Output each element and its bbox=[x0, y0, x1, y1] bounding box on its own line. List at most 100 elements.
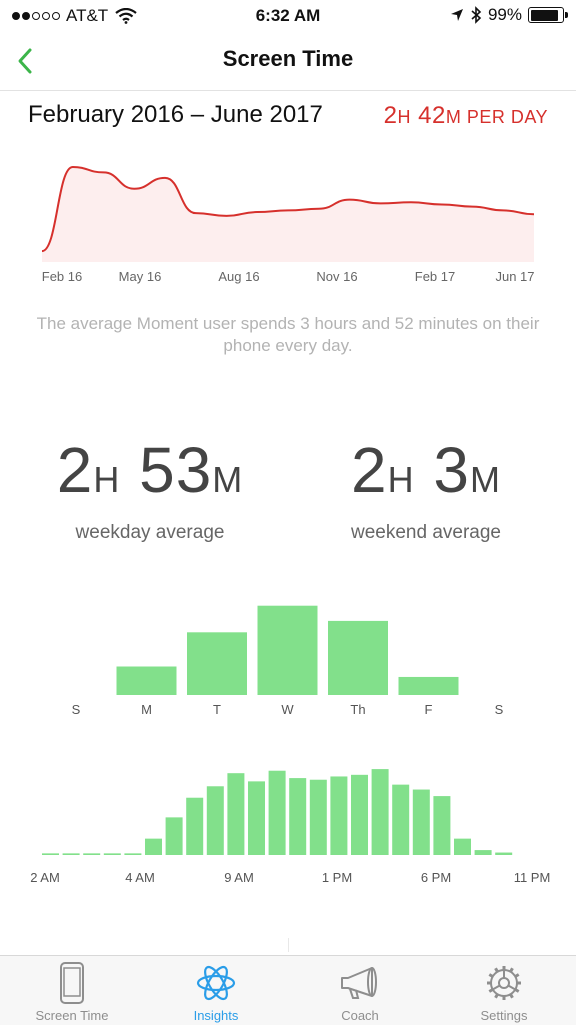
hour-bar bbox=[42, 853, 59, 855]
gear-tooth bbox=[488, 988, 494, 993]
tab-screen-time-label: Screen Time bbox=[35, 1008, 109, 1023]
carrier: AT&T bbox=[12, 6, 137, 26]
weekday-label: M bbox=[141, 702, 152, 717]
hour-bar bbox=[103, 853, 121, 855]
status-bar: AT&T 6:32 AM 99% bbox=[0, 0, 576, 32]
weekday-bar bbox=[187, 632, 247, 695]
date-range: February 2016 – June 2017 bbox=[28, 101, 323, 128]
weekday-hours: 2 bbox=[56, 434, 94, 506]
hour-tick-label: 9 AM bbox=[224, 870, 254, 885]
weekday-label: S bbox=[495, 702, 504, 717]
per-day-average: 2H 42M PER DAY bbox=[384, 102, 548, 130]
hour-tick-label: 2 AM bbox=[30, 870, 60, 885]
weekend-minutes-unit: M bbox=[469, 459, 501, 500]
gear-tooth bbox=[494, 967, 499, 973]
tab-settings[interactable]: Settings bbox=[432, 956, 576, 1025]
hour-bar bbox=[412, 789, 430, 855]
per-day-minutes-unit: M bbox=[445, 107, 462, 127]
x-tick-label: Feb 16 bbox=[42, 269, 82, 284]
battery-percent: 99% bbox=[487, 5, 522, 24]
gear-tooth bbox=[494, 993, 499, 999]
tab-settings-label: Settings bbox=[480, 1008, 528, 1023]
hour-bar bbox=[145, 838, 162, 855]
hour-bar bbox=[474, 850, 492, 855]
weekday-label: S bbox=[72, 702, 81, 717]
per-day-hours-unit: H bbox=[397, 107, 411, 127]
hour-bar bbox=[62, 853, 80, 855]
battery-icon bbox=[528, 7, 568, 23]
tab-insights-label: Insights bbox=[193, 1008, 239, 1023]
wifi-icon bbox=[115, 8, 137, 24]
hour-bar bbox=[206, 786, 224, 855]
x-tick-label: Feb 17 bbox=[415, 269, 455, 284]
weekday-average-value: 2H 53M bbox=[6, 430, 294, 520]
tab-coach[interactable]: Coach bbox=[288, 956, 432, 1025]
hour-bar bbox=[248, 781, 265, 855]
hour-bar bbox=[289, 778, 307, 855]
x-tick-label: Aug 16 bbox=[218, 269, 259, 284]
weekend-average-value: 2H 3M bbox=[282, 430, 570, 520]
carrier-label: AT&T bbox=[66, 6, 109, 25]
hour-bar bbox=[433, 796, 451, 855]
tab-bar: Screen Time Insights Coach Settings bbox=[0, 955, 576, 1025]
hour-bar bbox=[309, 779, 327, 855]
back-button[interactable] bbox=[10, 40, 46, 80]
hour-bar bbox=[454, 838, 471, 855]
usage-trend-chart: Feb 16 May 16 Aug 16 Nov 16 Feb 17 Jun 17 bbox=[41, 165, 535, 284]
location-icon bbox=[450, 9, 463, 21]
hour-bar bbox=[165, 817, 183, 855]
hour-bar bbox=[371, 769, 389, 855]
weekend-average-stat: 2H 3M weekend average bbox=[282, 430, 570, 544]
hour-bar bbox=[392, 784, 410, 855]
tab-insights[interactable]: Insights bbox=[144, 956, 288, 1025]
weekday-minutes-unit: M bbox=[212, 459, 244, 500]
signal-icon bbox=[12, 12, 60, 20]
x-tick-label: Jun 17 bbox=[495, 269, 534, 284]
weekday-average-label: weekday average bbox=[75, 522, 225, 543]
phone-icon bbox=[60, 962, 84, 1004]
hour-tick-label: 6 PM bbox=[421, 870, 451, 885]
weekday-label: F bbox=[425, 702, 433, 717]
x-tick-label: May 16 bbox=[119, 269, 162, 284]
nav-bar: Screen Time bbox=[0, 32, 576, 91]
weekday-label: T bbox=[213, 702, 221, 717]
trend-area bbox=[42, 167, 534, 262]
gear-tooth bbox=[514, 973, 520, 978]
weekday-bar bbox=[398, 676, 459, 695]
hourly-bar-chart: 2 AM 4 AM 9 AM 1 PM 6 PM 11 PM bbox=[30, 769, 551, 885]
weekend-minutes: 3 bbox=[414, 434, 470, 506]
weekend-hours-unit: H bbox=[387, 459, 415, 500]
average-user-note: The average Moment user spends 3 hours a… bbox=[36, 314, 540, 355]
hour-bar bbox=[351, 774, 368, 855]
status-right: 99% bbox=[450, 5, 568, 25]
gear-tooth bbox=[509, 993, 514, 999]
gear-icon bbox=[487, 966, 521, 1000]
hour-tick-label: 11 PM bbox=[514, 870, 551, 885]
chevron-left-icon bbox=[18, 48, 32, 74]
tab-coach-label: Coach bbox=[341, 1008, 379, 1023]
hour-bar bbox=[330, 776, 348, 855]
weekend-average-label: weekend average bbox=[351, 522, 501, 543]
bluetooth-icon bbox=[471, 6, 482, 24]
weekday-label: Th bbox=[350, 702, 365, 717]
hour-bar bbox=[268, 770, 286, 855]
weekday-minutes: 53 bbox=[120, 434, 213, 506]
weekday-label: W bbox=[281, 702, 294, 717]
weekday-hours-unit: H bbox=[93, 459, 121, 500]
per-day-minutes: 42 bbox=[410, 102, 446, 129]
hour-bar bbox=[186, 797, 204, 855]
divider bbox=[288, 938, 289, 952]
hour-tick-label: 4 AM bbox=[125, 870, 155, 885]
hour-bar bbox=[227, 773, 245, 855]
trend-line bbox=[41, 165, 535, 253]
weekday-bar bbox=[328, 620, 388, 695]
weekday-bar-chart: S M T W Th F S bbox=[72, 605, 504, 717]
hour-bar bbox=[124, 853, 142, 855]
atom-icon bbox=[196, 965, 236, 1001]
clock: 6:32 AM bbox=[255, 6, 321, 25]
weekday-bar bbox=[116, 666, 177, 695]
x-tick-label: Nov 16 bbox=[316, 269, 357, 284]
tab-screen-time[interactable]: Screen Time bbox=[0, 956, 144, 1025]
gear-tooth bbox=[488, 973, 494, 978]
gear-tooth bbox=[509, 967, 514, 973]
